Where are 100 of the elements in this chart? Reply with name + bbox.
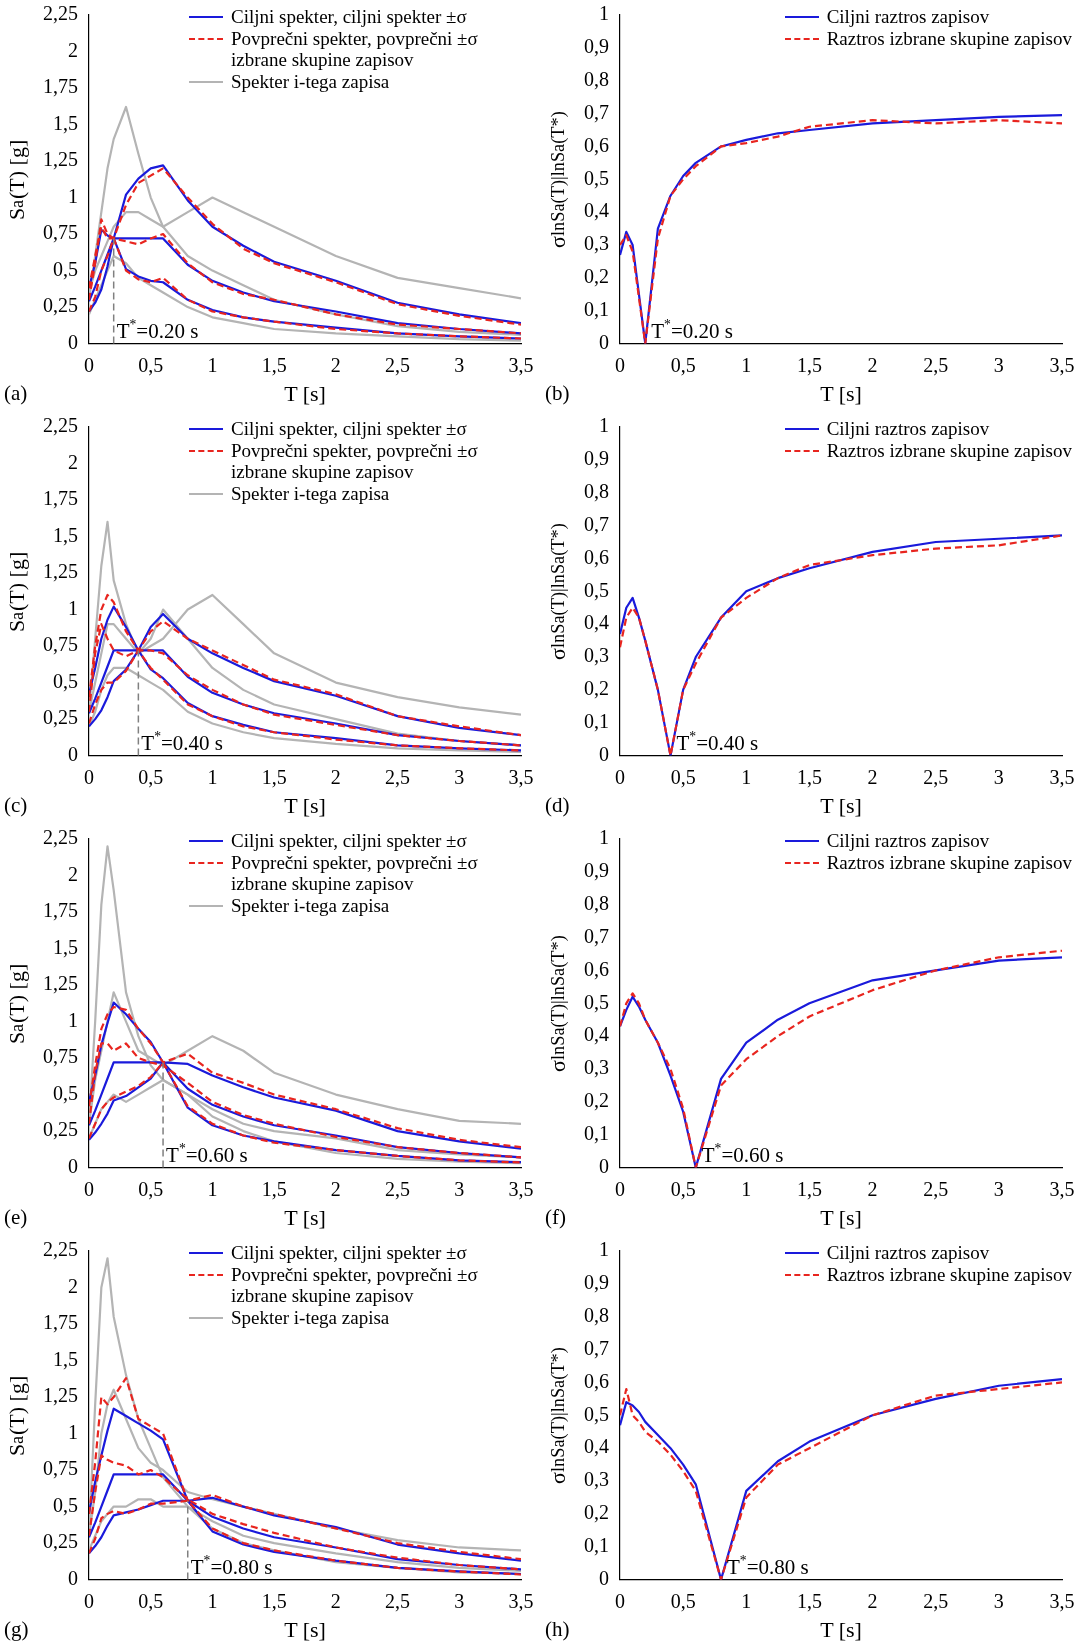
x-tick-label: 3 xyxy=(454,353,465,376)
x-tick-label: 3,5 xyxy=(1049,1177,1075,1200)
legend-label: Raztros izbrane skupine zapisov xyxy=(826,28,1072,49)
y-tick-label: 0,75 xyxy=(43,633,78,656)
y-tick-label: 0 xyxy=(599,330,609,353)
y-tick-label: 0,3 xyxy=(584,1056,609,1079)
x-tick-label: 0,5 xyxy=(670,1589,696,1612)
y-tick-label: 0,6 xyxy=(584,1369,609,1392)
y-tick-label: 0,7 xyxy=(584,512,609,535)
y-tick-label: 0,6 xyxy=(584,545,609,568)
text: (c) xyxy=(4,793,28,818)
legend-label: Ciljni raztros zapisov xyxy=(826,830,990,851)
y-tick-label: 0,5 xyxy=(584,166,609,189)
annotation: T*=0.40 s xyxy=(676,729,759,755)
x-tick-label: 3 xyxy=(454,1177,465,1200)
y-tick-label: 0,5 xyxy=(584,578,609,601)
x-tick-label: 3 xyxy=(993,353,1004,376)
x-tick-label: 2 xyxy=(330,1177,341,1200)
y-tick-label: 1 xyxy=(68,596,78,619)
x-axis-title: T [s] xyxy=(284,380,326,406)
y-tick-label: 0,5 xyxy=(584,1402,609,1425)
legend-label: Povprečni spekter, povprečni ±σ izbrane skupine zapisov xyxy=(231,28,479,70)
x-tick-label: 2 xyxy=(867,1589,878,1612)
y-tick-label: 0,1 xyxy=(584,297,609,320)
y-tick-label: 0,4 xyxy=(584,611,609,634)
x-tick-label: 2 xyxy=(330,765,341,788)
x-tick-label: 1,5 xyxy=(261,765,287,788)
y-tick-label: 2 xyxy=(68,450,78,473)
x-tick-label: 1 xyxy=(207,353,218,376)
x-tick-label: 0,5 xyxy=(670,765,696,788)
y-tick-label: 0,3 xyxy=(584,1468,609,1491)
y-tick-label: 0 xyxy=(68,1154,78,1177)
y-tick-label: 1,25 xyxy=(43,1384,78,1407)
y-tick-label: 0,8 xyxy=(584,67,609,90)
y-tick-label: 0,7 xyxy=(584,100,609,123)
legend-label: Spekter i-tega zapisa xyxy=(231,71,390,92)
text: (e) xyxy=(4,1205,28,1230)
x-tick-label: 3,5 xyxy=(1049,1589,1075,1612)
x-tick-label: 1,5 xyxy=(796,353,822,376)
legend-label: Ciljni raztros zapisov xyxy=(826,1242,990,1263)
x-tick-label: 1 xyxy=(207,765,218,788)
x-tick-label: 1,5 xyxy=(796,1177,822,1200)
x-tick-label: 2,5 xyxy=(385,1177,411,1200)
legend-label: Povprečni spekter, povprečni ±σ izbrane skupine zapisov xyxy=(231,440,479,482)
x-tick-label: 0 xyxy=(84,353,94,376)
x-tick-label: 0,5 xyxy=(670,353,696,376)
x-axis-title: T [s] xyxy=(820,1616,862,1642)
y-tick-label: 2 xyxy=(68,38,78,61)
x-tick-label: 2 xyxy=(867,765,878,788)
legend-label: Spekter i-tega zapisa xyxy=(231,895,390,916)
text: (g) xyxy=(4,1617,29,1642)
x-tick-label: 0 xyxy=(615,1589,625,1612)
legend-label: Ciljni spekter, ciljni spekter ±σ xyxy=(231,418,467,439)
legend-label: Povprečni spekter, povprečni ±σ izbrane skupine zapisov xyxy=(231,852,479,894)
x-tick-label: 0 xyxy=(84,1177,94,1200)
legend-label: Ciljni raztros zapisov xyxy=(826,418,990,439)
y-tick-label: 0,75 xyxy=(43,1457,78,1480)
text: (a) xyxy=(4,381,28,406)
x-tick-label: 3 xyxy=(454,765,465,788)
y-tick-label: 0,6 xyxy=(584,133,609,156)
y-tick-label: 0,5 xyxy=(53,1081,78,1104)
x-tick-label: 0,5 xyxy=(138,1177,164,1200)
y-tick-label: 0,7 xyxy=(584,1336,609,1359)
y-tick-label: 0 xyxy=(68,1566,78,1589)
y-tick-label: 1,25 xyxy=(43,972,78,995)
y-tick-label: 1,5 xyxy=(53,523,78,546)
x-tick-label: 3,5 xyxy=(508,765,534,788)
y-tick-label: 1,5 xyxy=(53,111,78,134)
y-tick-label: 1 xyxy=(599,1238,609,1261)
x-axis-title: T [s] xyxy=(820,1204,862,1230)
y-tick-label: 0,2 xyxy=(584,677,609,700)
x-tick-label: 1 xyxy=(741,1177,752,1200)
x-tick-label: 0,5 xyxy=(138,765,164,788)
y-tick-label: 0,4 xyxy=(584,1023,609,1046)
y-tick-label: 0,4 xyxy=(584,199,609,222)
y-tick-label: 0,9 xyxy=(584,447,609,470)
x-tick-label: 2,5 xyxy=(923,765,949,788)
y-tick-label: 0,5 xyxy=(53,669,78,692)
x-tick-label: 3,5 xyxy=(508,1177,534,1200)
y-tick-label: 1,25 xyxy=(43,148,78,171)
y-tick-label: 0,2 xyxy=(584,1089,609,1112)
x-tick-label: 3 xyxy=(993,765,1004,788)
x-tick-label: 3,5 xyxy=(1049,353,1075,376)
x-tick-label: 2,5 xyxy=(385,353,411,376)
x-tick-label: 2,5 xyxy=(923,1589,949,1612)
x-tick-label: 0,5 xyxy=(138,353,164,376)
legend-label: Ciljni spekter, ciljni spekter ±σ xyxy=(231,6,467,27)
x-tick-label: 2 xyxy=(867,1177,878,1200)
y-tick-label: 0,5 xyxy=(584,990,609,1013)
y-tick-label: 0,9 xyxy=(584,35,609,58)
legend-label: Spekter i-tega zapisa xyxy=(231,1307,390,1328)
x-tick-label: 0 xyxy=(615,353,625,376)
x-tick-label: 3 xyxy=(454,1589,465,1612)
x-tick-label: 1,5 xyxy=(261,353,287,376)
y-tick-label: 1,75 xyxy=(43,487,78,510)
x-tick-label: 1 xyxy=(741,353,752,376)
annotation: T*=0.20 s xyxy=(651,317,733,343)
x-tick-label: 0,5 xyxy=(138,1589,164,1612)
y-tick-label: 0,1 xyxy=(584,709,609,732)
y-tick-label: 1,5 xyxy=(53,1347,78,1370)
